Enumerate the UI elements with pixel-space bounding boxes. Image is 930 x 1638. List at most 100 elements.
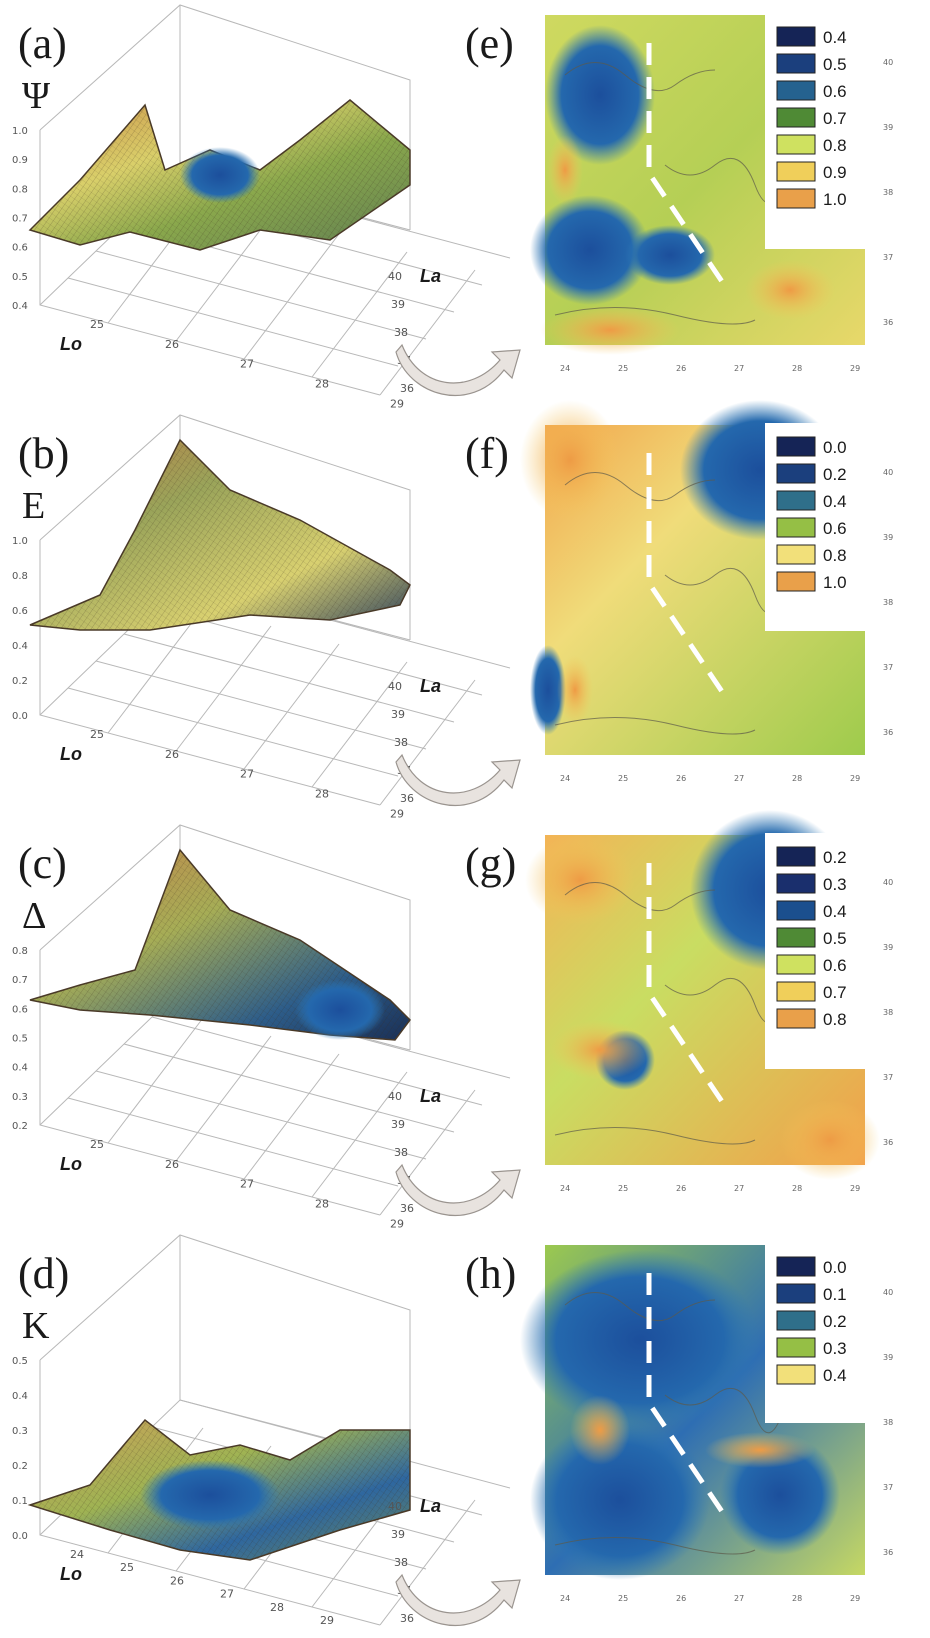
legend-value: 0.4: [823, 902, 847, 921]
lo-axis-label: Lo: [60, 1154, 82, 1174]
lo-tick-label: 27: [240, 768, 254, 781]
z-tick-label: 0.7: [12, 214, 28, 225]
la-tick-label: 36: [400, 792, 414, 805]
map-y-tick-label: 36: [883, 1548, 893, 1557]
boundary-dashed-line: [646, 1273, 726, 1515]
legend-swatch: [776, 954, 816, 975]
legend-value: 0.4: [823, 28, 847, 47]
map-x-tick-label: 29: [850, 774, 860, 783]
map-x-tick-label: 26: [676, 774, 686, 783]
legend-value: 0.1: [823, 1285, 847, 1304]
map-x-tick-label: 25: [618, 774, 628, 783]
legend-swatch: [776, 846, 816, 867]
plot-box: [39, 414, 511, 806]
lo-tick-label: 24: [70, 1548, 84, 1561]
la-tick-label: 38: [394, 1556, 408, 1569]
boundary-dashed-line: [646, 453, 726, 695]
z-tick-label: 0.0: [12, 711, 28, 722]
panel-label: (c): [18, 839, 67, 888]
map-low-region: [530, 645, 566, 735]
la-tick-label: 39: [391, 298, 405, 311]
legend-value: 0.2: [823, 1312, 847, 1331]
map-y-tick-label: 39: [883, 533, 893, 542]
lo-axis-label: Lo: [60, 334, 82, 354]
map-high-region: [520, 400, 620, 520]
panel-label: (f): [465, 429, 509, 478]
legend-swatch: [776, 1283, 816, 1304]
lo-tick-label: 25: [120, 1561, 134, 1574]
legend-value: 0.0: [823, 438, 847, 457]
la-axis-label: La: [420, 1496, 441, 1516]
legend-swatch: [776, 80, 816, 101]
legend-value: 0.3: [823, 875, 847, 894]
map-x-tick-label: 26: [676, 364, 686, 373]
la-tick-label: 39: [391, 1528, 405, 1541]
map-y-tick-label: 39: [883, 943, 893, 952]
legend-value: 0.4: [823, 1366, 847, 1385]
map-high-region: [745, 260, 835, 320]
map-x-tick-label: 24: [560, 1594, 570, 1603]
curved-arrow-icon: [395, 753, 521, 807]
map-y-tick-label: 40: [883, 878, 893, 887]
legend-swatch: [776, 490, 816, 511]
surface-panel-a: (a) Ψ 1.0 0.9 0.8 0.7 0.6 0.5 0.4 25 26 27 28 29 Lo 40 3…: [12, 4, 521, 410]
map-x-tick-label: 24: [560, 1184, 570, 1193]
z-tick-label: 0.2: [12, 676, 28, 687]
legend-swatch: [776, 544, 816, 565]
legend-value: 0.4: [823, 492, 847, 511]
map-x-tick-label: 25: [618, 364, 628, 373]
legend-swatch: [776, 873, 816, 894]
panel-label: (e): [465, 19, 514, 68]
lo-tick-label: 29: [320, 1614, 334, 1627]
row-bf: (b) E 1.0 0.8 0.6 0.4 0.2 0.0 25 26 27 28 29 Lo 40 39 38…: [12, 400, 893, 820]
legend-value: 1.0: [823, 573, 847, 592]
map-x-tick-label: 29: [850, 1594, 860, 1603]
variable-symbol: E: [22, 485, 45, 527]
map-x-tick-label: 25: [618, 1594, 628, 1603]
panel-label: (d): [18, 1249, 69, 1298]
map-high-region: [540, 305, 680, 355]
map-x-tick-label: 26: [676, 1184, 686, 1193]
legend-value: 0.7: [823, 983, 847, 1002]
lo-tick-label: 26: [165, 1158, 179, 1171]
map-y-tick-label: 37: [883, 1483, 893, 1492]
curved-arrow-icon: [395, 1573, 521, 1627]
legend-value: 0.6: [823, 82, 847, 101]
map-high-region: [557, 655, 593, 725]
la-tick-label: 36: [400, 382, 414, 395]
la-tick-label: 38: [394, 1146, 408, 1159]
z-tick-label: 0.4: [12, 1063, 28, 1074]
z-tick-label: 0.8: [12, 571, 28, 582]
z-tick-label: 0.0: [12, 1531, 28, 1542]
map-low-region: [530, 1420, 710, 1580]
z-tick-label: 0.2: [12, 1461, 28, 1472]
legend-swatch: [776, 1256, 816, 1277]
surface-panel-d: (d) K 0.5 0.4 0.3 0.2 0.1 0.0 24 25 26 27 28 29 Lo 40 39…: [12, 1234, 521, 1627]
z-tick-label: 0.6: [12, 1004, 28, 1015]
curved-arrow-icon: [395, 343, 521, 397]
legend-swatch: [776, 1310, 816, 1331]
legend-swatch: [776, 571, 816, 592]
z-tick-label: 0.2: [12, 1121, 28, 1132]
surface-low-region: [295, 980, 385, 1040]
z-tick-label: 0.4: [12, 641, 28, 652]
surface-panel-b: (b) E 1.0 0.8 0.6 0.4 0.2 0.0 25 26 27 28 29 Lo 40 39 38…: [12, 414, 521, 820]
z-tick-label: 0.8: [12, 946, 28, 957]
z-tick-label: 0.3: [12, 1426, 28, 1437]
legend-swatch: [776, 436, 816, 457]
z-tick-label: 0.5: [12, 1034, 28, 1045]
map-x-tick-label: 28: [792, 364, 802, 373]
panel-label: (a): [18, 19, 67, 68]
surface-low-region: [140, 1460, 280, 1530]
legend-swatch: [776, 1008, 816, 1029]
map-high-region: [525, 835, 635, 925]
z-tick-label: 0.7: [12, 975, 28, 986]
z-tick-label: 0.4: [12, 301, 28, 312]
legend-value: 0.8: [823, 136, 847, 155]
map-y-tick-label: 40: [883, 468, 893, 477]
legend-value: 0.8: [823, 1010, 847, 1029]
legend: 0.0 0.1 0.2 0.3 0.4: [776, 1256, 847, 1385]
z-tick-label: 0.3: [12, 1092, 28, 1103]
z-tick-label: 0.5: [12, 1356, 28, 1367]
map-y-tick-label: 39: [883, 1353, 893, 1362]
